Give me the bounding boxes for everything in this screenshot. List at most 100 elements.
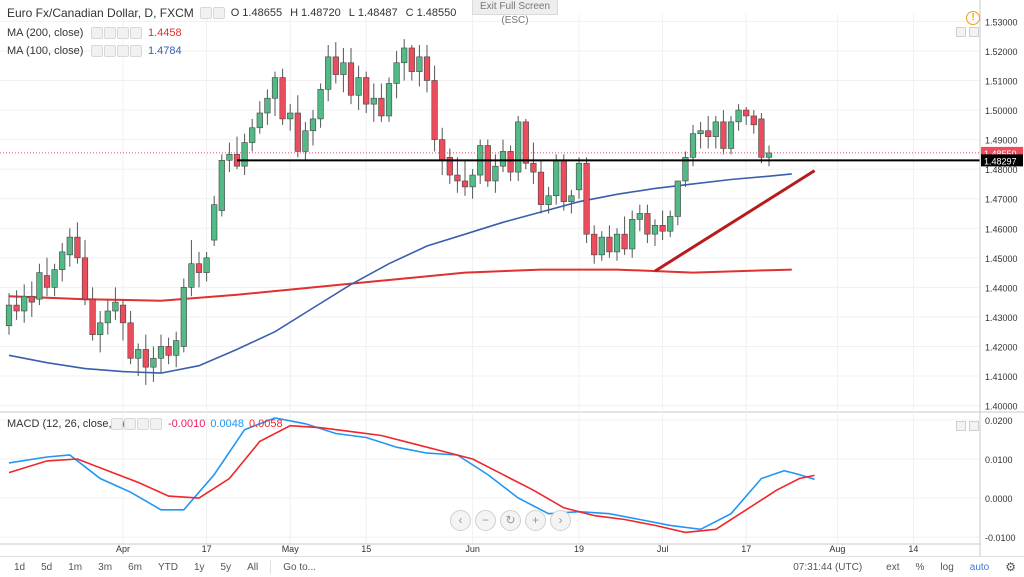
more-icon[interactable] [150,418,162,430]
price-pane-controls[interactable] [956,27,979,37]
percent-toggle[interactable]: % [915,561,925,573]
bottom-toolbar-right: 07:31:44 (UTC) ext % log auto ⚙ [785,557,1024,577]
pane-down-icon[interactable] [969,421,979,431]
reset-icon[interactable]: ↻ [500,510,521,531]
candle [727,115,735,155]
eye-icon[interactable] [111,418,123,430]
ma200-buttons[interactable] [91,27,142,39]
timeframe-3m[interactable]: 3m [98,561,113,573]
settings-icon[interactable] [104,45,116,57]
candle [575,157,583,199]
candlestick-series [5,39,773,385]
macd-line [8,417,815,531]
close-icon[interactable] [117,27,129,39]
open-label: O [230,7,240,19]
goto-button[interactable]: Go to... [283,561,317,573]
ma100-legend: MA (100, close) 1.4784 [7,45,182,57]
candle-body [378,97,385,117]
axes: 1.53000 1.52000 1.51000 1.50000 1.49000 1.480… [0,0,1024,556]
candle [393,50,400,99]
gear-icon[interactable]: ⚙ [1005,560,1016,574]
candle-body [218,159,225,211]
scroll-left-icon[interactable]: ‹ [450,510,471,531]
eye-icon[interactable] [199,7,212,19]
ext-toggle[interactable]: ext [886,561,900,573]
timeframe-ytd[interactable]: YTD [157,561,178,573]
candle-body [36,272,43,300]
zoom-in-icon[interactable]: + [525,510,546,531]
pane-up-icon[interactable] [956,421,966,431]
timeframe-5y[interactable]: 5y [220,561,232,573]
candle-body [560,159,567,202]
candle [59,243,66,282]
scroll-right-icon[interactable]: › [550,510,571,531]
candle [249,118,256,152]
candle [51,263,58,297]
timeframe-1m[interactable]: 1m [68,561,83,573]
candle [81,240,89,306]
macd-label: MACD (12, 26, close, 9) [7,418,125,430]
candle-body [575,162,583,191]
candle-body [743,109,750,117]
candle [651,219,659,246]
ma100-value: 1.4784 [148,45,182,57]
settings-icon[interactable] [104,27,116,39]
price-tick-label: 1.49000 [985,136,1018,146]
candle [682,151,689,187]
candle [606,225,613,258]
candle [598,231,605,261]
settings-icon[interactable] [212,7,225,19]
auto-toggle[interactable]: auto [969,561,990,573]
symbol-legend-buttons[interactable] [199,7,225,19]
close-icon[interactable] [117,45,129,57]
price-tick-label: 1.44000 [985,283,1018,293]
candle-body [423,56,431,81]
exit-fullscreen-button[interactable]: Exit Full Screen (ESC) [472,0,558,26]
settings-icon[interactable] [124,418,136,430]
eye-icon[interactable] [91,27,103,39]
open-value: 1.48655 [242,7,283,19]
close-value: 1.48550 [416,7,457,19]
high-value: 1.48720 [301,7,341,19]
more-icon[interactable] [130,27,142,39]
candle-body [591,233,598,256]
timeframe-1d[interactable]: 1d [14,561,26,573]
candle-body [97,322,104,335]
pane-down-icon[interactable] [969,27,979,37]
candle [530,142,537,184]
candle [461,160,469,196]
macd-signal-value: 0.0058 [248,418,283,430]
candle [659,210,666,241]
close-icon[interactable] [137,418,149,430]
log-toggle[interactable]: log [940,561,954,573]
eye-icon[interactable] [91,45,103,57]
candle-body [256,112,263,129]
pane-up-icon[interactable] [956,27,966,37]
price-tick-label: 1.43000 [985,313,1018,323]
candle [385,77,393,122]
macd-pane-controls[interactable] [956,421,979,431]
timeframe-5d[interactable]: 5d [41,561,53,573]
candle-body [484,145,491,182]
timeframe-all[interactable]: All [247,561,259,573]
candle-body [613,233,621,253]
ma100-buttons[interactable] [91,45,142,57]
candle-body [294,112,301,152]
zoom-out-icon[interactable]: − [475,510,496,531]
macd-buttons[interactable] [111,418,162,430]
candle [545,186,552,214]
timeframe-1y[interactable]: 1y [193,561,205,573]
candle [74,222,81,264]
macd-tick-label: -0.0100 [985,533,1016,543]
candle [211,195,218,246]
candle [173,331,180,368]
candle [712,115,719,149]
warning-icon[interactable]: ! [966,11,980,25]
time-tick-label: 19 [574,544,584,554]
timeframe-6m[interactable]: 6m [128,561,142,573]
clock-display[interactable]: 07:31:44 (UTC) [793,561,863,573]
more-icon[interactable] [130,45,142,57]
candle-body [173,340,180,356]
